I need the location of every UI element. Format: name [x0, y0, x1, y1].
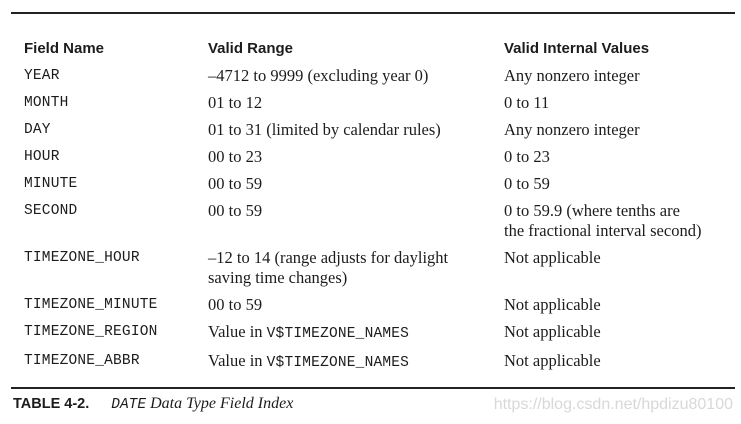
valid-range-cell: 00 to 23: [208, 147, 263, 166]
valid-range-line-2: saving time changes): [208, 268, 348, 287]
field-name-cell: TIMEZONE_HOUR: [24, 250, 140, 266]
valid-range-line-1: –12 to 14 (range adjusts for daylight: [208, 248, 449, 267]
internal-values-cell: 0 to 23: [504, 147, 550, 166]
field-name-cell: HOUR: [24, 149, 60, 165]
top-rule: [11, 12, 735, 14]
table-row: DAY 01 to 31 (limited by calendar rules)…: [24, 120, 732, 140]
field-name-cell: SECOND: [24, 203, 78, 219]
field-name-cell: MONTH: [24, 95, 69, 111]
table-row: MONTH 01 to 12 0 to 11: [24, 93, 732, 113]
table-header-row: Field Name Valid Range Valid Internal Va…: [24, 39, 732, 59]
caption-label: TABLE 4-2.: [13, 396, 90, 412]
valid-range-prefix: Value in: [208, 322, 263, 341]
internal-values-line-1: 0 to 59.9 (where tenths are: [504, 201, 680, 220]
table-row: YEAR –4712 to 9999 (excluding year 0) An…: [24, 66, 732, 86]
field-name-cell: TIMEZONE_ABBR: [24, 353, 140, 369]
valid-range-code: V$TIMEZONE_NAMES: [266, 326, 410, 342]
header-valid-internal-values: Valid Internal Values: [504, 40, 650, 57]
valid-range-cell: 00 to 59: [208, 201, 263, 220]
internal-values-cell: Any nonzero integer: [504, 66, 640, 85]
internal-values-cell: Any nonzero integer: [504, 120, 640, 139]
header-valid-range: Valid Range: [208, 40, 294, 57]
watermark-text: https://blog.csdn.net/hpdizu80100: [493, 396, 733, 413]
field-name-cell: TIMEZONE_MINUTE: [24, 297, 158, 313]
internal-values-cell: 0 to 59: [504, 174, 550, 193]
internal-values-line-2: the fractional interval second): [504, 221, 702, 240]
internal-values-cell: Not applicable: [504, 248, 601, 267]
valid-range-cell: 01 to 31 (limited by calendar rules): [208, 120, 441, 139]
header-field-name: Field Name: [24, 40, 105, 57]
bottom-rule: [11, 387, 735, 389]
internal-values-cell: Not applicable: [504, 351, 601, 370]
internal-values-cell: 0 to 11: [504, 93, 550, 112]
table-row: HOUR 00 to 23 0 to 23: [24, 147, 732, 167]
table-row: TIMEZONE_HOUR –12 to 14 (range adjusts f…: [24, 248, 732, 288]
valid-range-cell: 00 to 59: [208, 295, 263, 314]
field-name-cell: TIMEZONE_REGION: [24, 324, 158, 340]
valid-range-cell: –12 to 14 (range adjusts for daylight sa…: [208, 248, 504, 288]
valid-range-cell: Value in V$TIMEZONE_NAMES: [208, 322, 504, 344]
table-row: TIMEZONE_REGION Value in V$TIMEZONE_NAME…: [24, 322, 732, 344]
table-row: TIMEZONE_ABBR Value in V$TIMEZONE_NAMES …: [24, 351, 732, 373]
valid-range-prefix: Value in: [208, 351, 263, 370]
valid-range-cell: 01 to 12: [208, 93, 263, 112]
table-row: TIMEZONE_MINUTE 00 to 59 Not applicable: [24, 295, 732, 315]
field-index-table: Field Name Valid Range Valid Internal Va…: [24, 38, 732, 380]
table-row: SECOND 00 to 59 0 to 59.9 (where tenths …: [24, 201, 732, 241]
internal-values-cell: Not applicable: [504, 322, 601, 341]
internal-values-cell: Not applicable: [504, 295, 601, 314]
valid-range-cell: Value in V$TIMEZONE_NAMES: [208, 351, 504, 373]
field-name-cell: DAY: [24, 122, 51, 138]
valid-range-cell: 00 to 59: [208, 174, 263, 193]
caption-text: Data Type Field Index: [150, 395, 294, 412]
table-caption: TABLE 4-2. DATE Data Type Field Index: [13, 394, 293, 415]
table-row: MINUTE 00 to 59 0 to 59: [24, 174, 732, 194]
field-name-cell: MINUTE: [24, 176, 78, 192]
internal-values-cell: 0 to 59.9 (where tenths are the fraction…: [504, 201, 732, 241]
valid-range-cell: –4712 to 9999 (excluding year 0): [208, 66, 429, 85]
field-name-cell: YEAR: [24, 68, 60, 84]
caption-code: DATE: [111, 397, 147, 413]
valid-range-code: V$TIMEZONE_NAMES: [266, 355, 410, 371]
